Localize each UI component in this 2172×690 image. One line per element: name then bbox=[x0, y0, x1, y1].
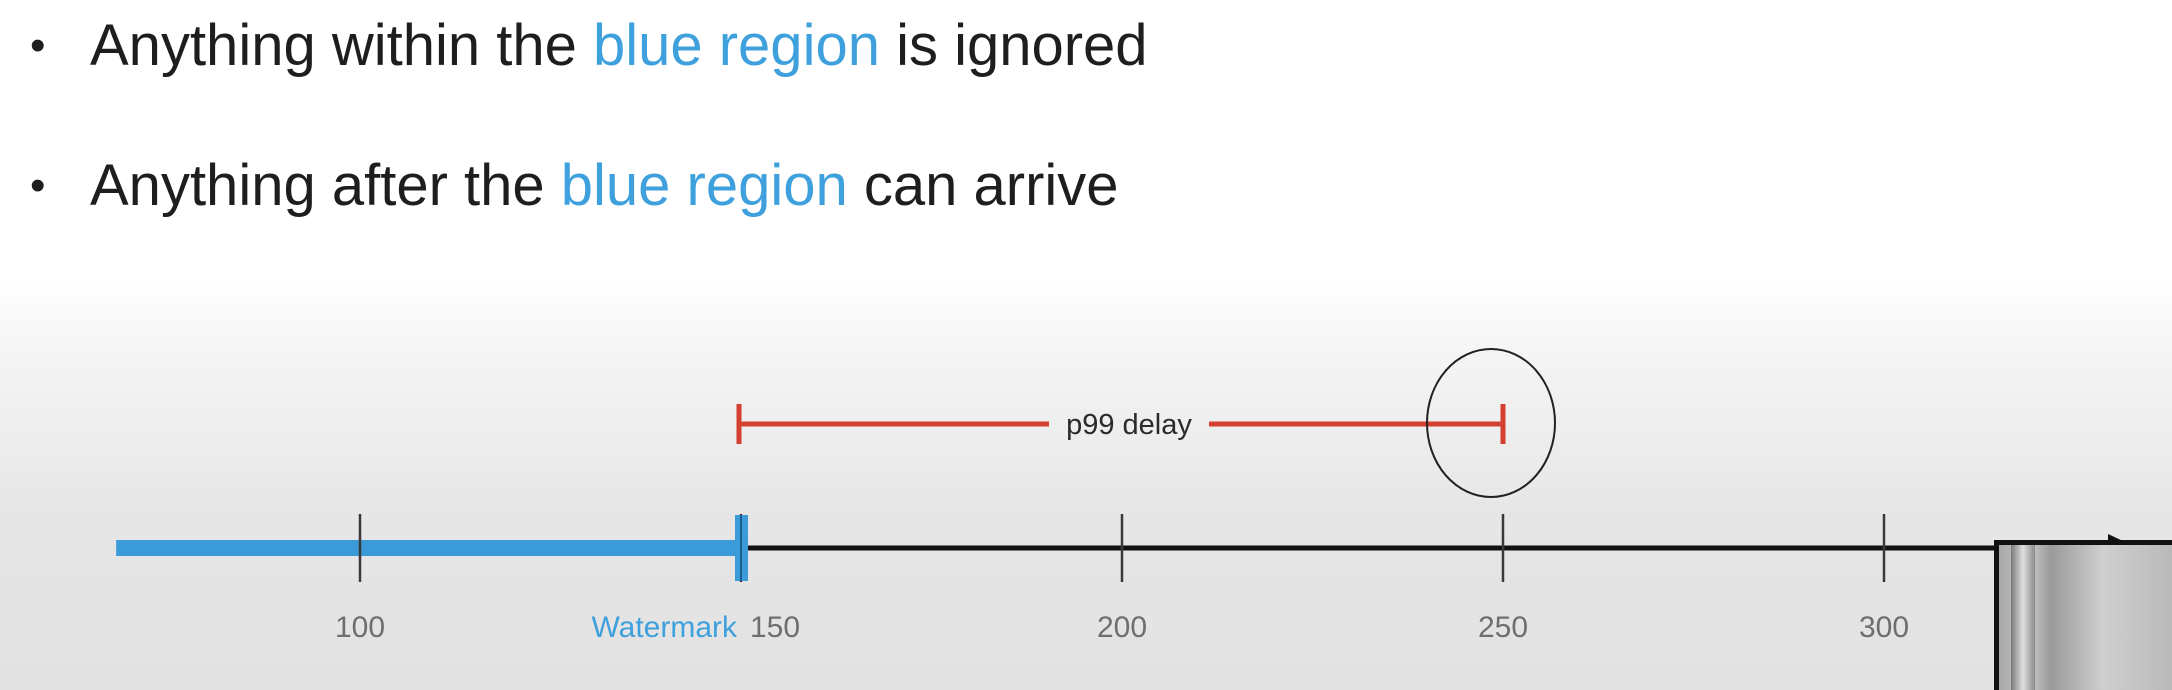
watermark-label: Watermark bbox=[591, 611, 738, 644]
tick-label-200: 200 bbox=[1097, 611, 1147, 644]
bullet-text-start: Anything after the bbox=[90, 153, 561, 218]
bullet-text-start: Anything within the bbox=[90, 13, 593, 78]
video-thumbnail-overlay bbox=[1994, 540, 2172, 690]
bullet-dot-icon: • bbox=[30, 21, 46, 70]
tick-label-100: 100 bbox=[335, 611, 385, 644]
tick-label-250: 250 bbox=[1478, 611, 1528, 644]
bullet-text-end: is ignored bbox=[879, 13, 1148, 78]
bullet-item-arrive: • Anything after the blue region can arri… bbox=[30, 146, 1119, 226]
thumbnail-strip bbox=[2011, 545, 2035, 690]
highlight-circle bbox=[1426, 348, 1556, 498]
tick-label-300: 300 bbox=[1859, 611, 1909, 644]
bullet-highlight: blue region bbox=[592, 13, 880, 78]
bullet-dot-icon: • bbox=[30, 161, 46, 210]
bullet-item-ignored: • Anything within the blue region is igno… bbox=[30, 6, 1148, 86]
bullet-highlight: blue region bbox=[560, 153, 848, 218]
tick-label-150: 150 bbox=[750, 611, 800, 644]
p99-delay-label: p99 delay bbox=[1066, 409, 1192, 441]
bullet-text-end: can arrive bbox=[847, 153, 1119, 218]
